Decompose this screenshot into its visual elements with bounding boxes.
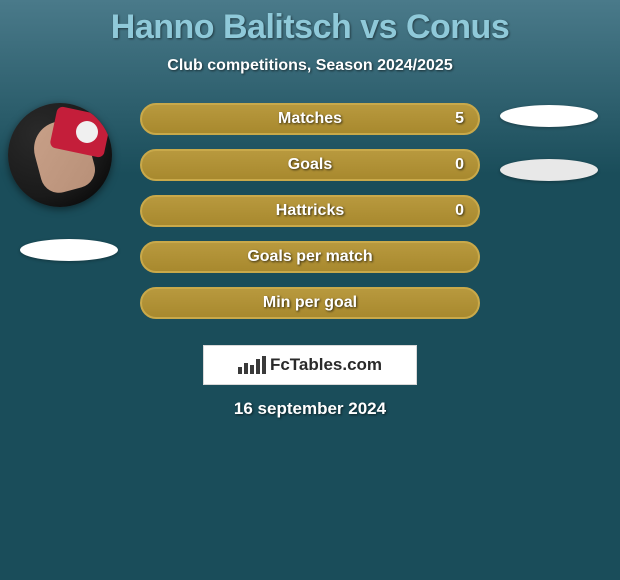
stat-label: Min per goal bbox=[263, 294, 357, 312]
stat-bar-matches: Matches 5 bbox=[140, 103, 480, 135]
stat-value: 0 bbox=[455, 202, 464, 220]
footer-logo-text: FcTables.com bbox=[270, 355, 382, 375]
stat-label: Hattricks bbox=[276, 202, 344, 220]
stat-label: Goals bbox=[288, 156, 332, 174]
page-title: Hanno Balitsch vs Conus bbox=[0, 8, 620, 47]
stat-bar-goals-per-match: Goals per match bbox=[140, 241, 480, 273]
date-text: 16 september 2024 bbox=[0, 399, 620, 419]
subtitle: Club competitions, Season 2024/2025 bbox=[0, 57, 620, 75]
stat-bar-hattricks: Hattricks 0 bbox=[140, 195, 480, 227]
bar-chart-icon bbox=[238, 356, 266, 374]
stat-label: Matches bbox=[278, 110, 342, 128]
stats-bars: Matches 5 Goals 0 Hattricks 0 Goals per … bbox=[140, 103, 480, 333]
player-right-avatar-oval bbox=[500, 105, 598, 127]
jersey-badge-icon bbox=[76, 121, 98, 143]
footer-logo[interactable]: FcTables.com bbox=[203, 345, 417, 385]
stat-label: Goals per match bbox=[247, 248, 372, 266]
stat-value: 0 bbox=[455, 156, 464, 174]
stat-bar-goals: Goals 0 bbox=[140, 149, 480, 181]
player-left-avatar bbox=[8, 103, 112, 207]
comparison-content: Matches 5 Goals 0 Hattricks 0 Goals per … bbox=[0, 103, 620, 343]
player-left-name-oval bbox=[20, 239, 118, 261]
stat-bar-min-per-goal: Min per goal bbox=[140, 287, 480, 319]
stat-value: 5 bbox=[455, 110, 464, 128]
player-right-name-oval bbox=[500, 159, 598, 181]
